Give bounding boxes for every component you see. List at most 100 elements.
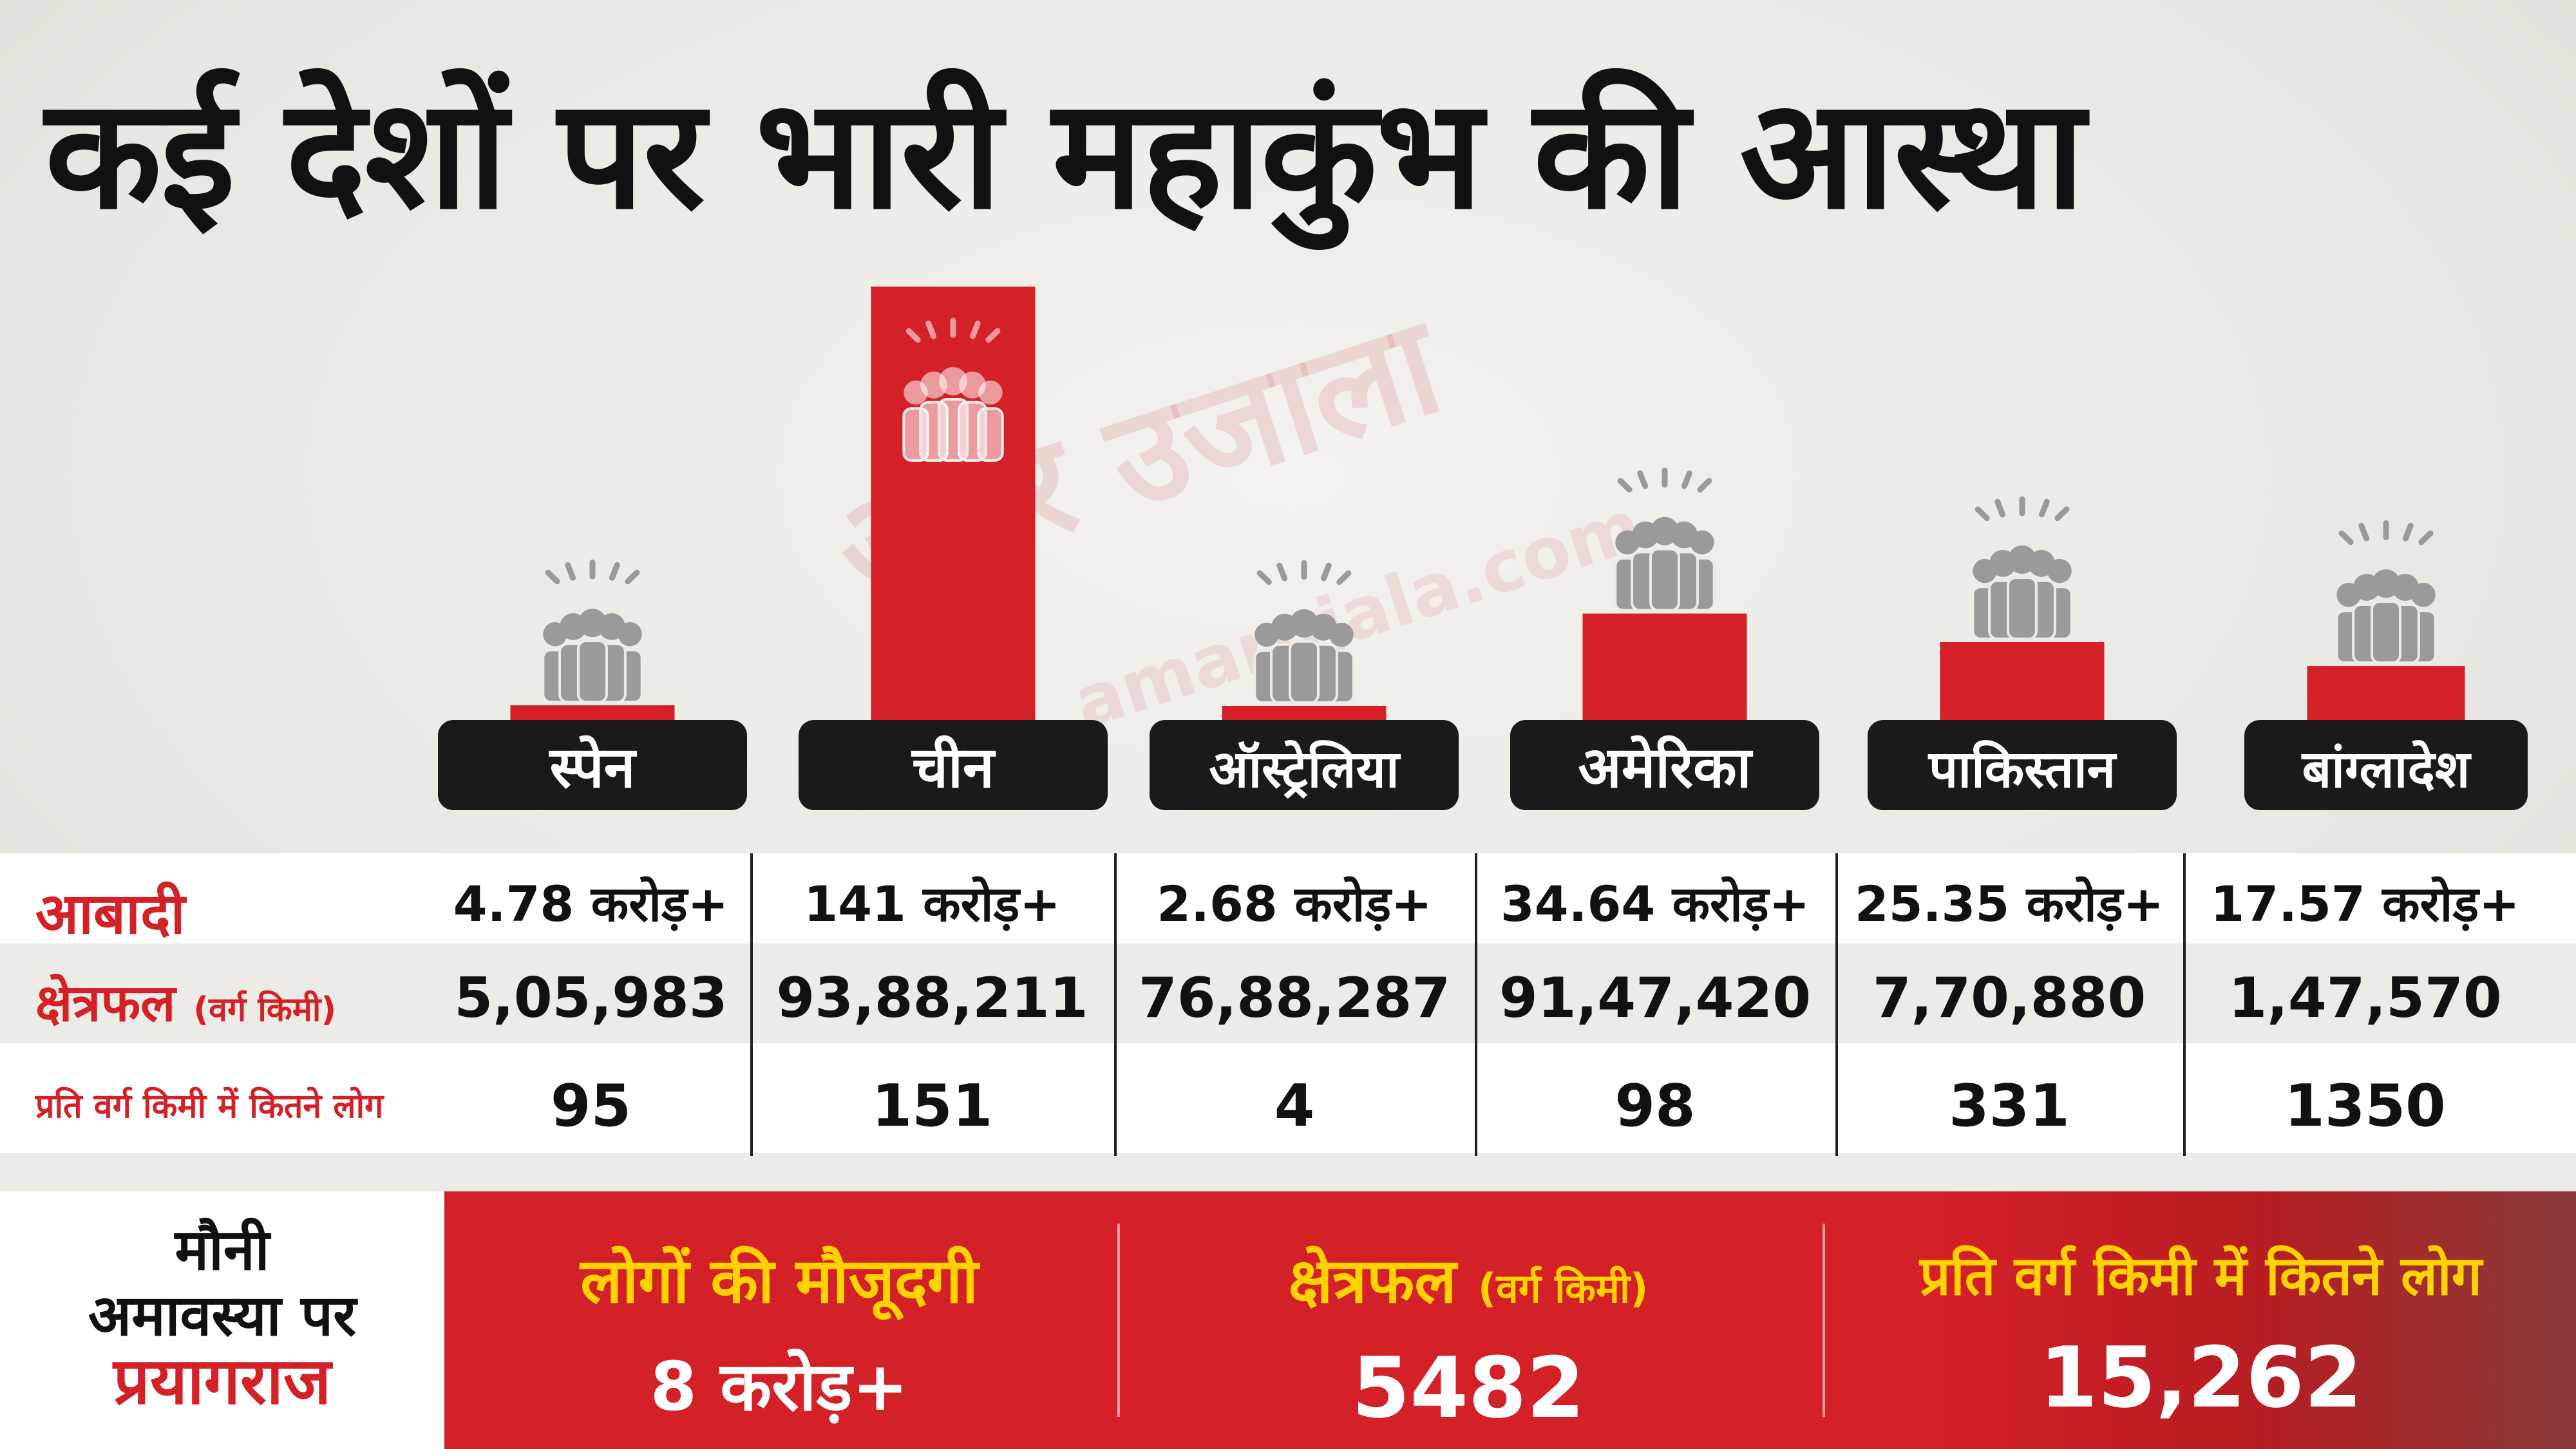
table-cell: 34.64 करोड़+ [1500,875,1810,933]
table-spacer [0,1153,2576,1191]
crowd-head [578,609,607,638]
column-divider [750,853,753,1156]
table-cell: 17.57 करोड़+ [2210,875,2520,933]
crowd-ray [985,328,1001,343]
category-label-bg-1 [799,720,1108,810]
crowd-ray [1994,498,2006,518]
crowd-ray [1681,470,1692,489]
event-line-3: प्रयागराज [113,1343,332,1419]
crowd-icon-1 [902,317,1004,462]
crowd-ray [1336,570,1352,585]
column-divider [1114,853,1117,1156]
stat-density: प्रति वर्ग किमी में कितने लोग 15,262 [1826,1191,2576,1449]
bar-5 [2307,666,2465,720]
crowd-head [939,367,967,395]
crowd-ray [565,562,576,581]
crowd-ray [1697,478,1712,493]
crowd-ray [2418,530,2434,545]
crowd-head [2008,545,2036,574]
table-cell: 98 [1615,1072,1696,1140]
table-cell: 93,88,211 [776,966,1088,1030]
stat-area-label-unit: (वर्ग किमी) [1477,1265,1649,1312]
crowd-ray [2402,522,2414,542]
crowd-ray [1276,562,1288,582]
crowd-body [577,639,608,704]
stat-area-value: 5482 [1352,1339,1585,1437]
crowd-icon-2 [1253,560,1355,704]
crowd-icon-4 [1971,496,2073,641]
row-label-area-unit: (वर्ग किमी) [193,990,337,1029]
stat-divider [1823,1224,1825,1417]
stat-density-label: प्रति वर्ग किमी में कितने लोग [1920,1244,2482,1307]
column-divider [1475,853,1477,1156]
row-label-population: आबादी [35,880,185,947]
category-label-0: स्पेन [548,734,637,800]
table-cell: 141 करोड़+ [804,875,1061,933]
table-cell: 331 [1949,1072,2070,1140]
bar-1 [871,287,1036,720]
stat-attendance-label: लोगों की मौजूदगी [580,1245,978,1317]
page-title: कई देशों पर भारी महाकुंभ की आस्था [45,66,2085,243]
category-label-bg-2 [1150,720,1459,810]
table-cell: 4.78 करोड़+ [453,875,729,933]
row-label-density: प्रति वर्ग किमी में कितने लोग [35,1087,384,1126]
table-cell: 25.35 करोड़+ [1854,875,2164,933]
category-label-4: पाकिस्तान [1927,739,2117,799]
category-label-bg-0 [438,720,747,810]
table-row-density [0,1043,2576,1153]
stats-panel: लोगों की मौजूदगी 8 करोड़+ क्षेत्रफल (वर्… [444,1191,2576,1449]
stat-area: क्षेत्रफल (वर्ग किमी) 5482 [1121,1191,1816,1449]
crowd-icon-0 [542,559,643,704]
crowd-ray [1975,506,1990,522]
category-label-bg-5 [2244,720,2528,810]
event-label: मौनी अमावस्या पर प्रयागराज [0,1191,444,1449]
crowd-ray [625,569,640,585]
table-cell: 76,88,287 [1138,966,1451,1030]
crowd-head [1290,609,1318,638]
crowd-ray [2338,530,2354,545]
crowd-ray [969,320,981,339]
bar-2 [1222,706,1387,720]
stat-area-label: क्षेत्रफल (वर्ग किमी) [1121,1236,1816,1321]
row-label-area-text: क्षेत्रफल [35,973,176,1033]
event-line-1: मौनी [175,1217,270,1283]
crowd-body [2371,600,2401,665]
column-divider [2183,853,2186,1156]
crowd-ray [2038,498,2050,518]
crowd-ray [925,320,937,339]
crowd-head [2372,569,2400,598]
crowd-head [1651,516,1679,545]
category-label-5: बांग्लादेश [2301,739,2472,799]
crowd-ray [545,569,560,585]
table-cell: 2.68 करोड़+ [1157,875,1432,933]
category-label-1: चीन [911,734,996,800]
table-row-area [0,943,2576,1043]
crowd-ray [2054,506,2070,522]
crowd-body [938,398,969,462]
bar-0 [510,705,675,720]
category-label-2: ऑस्ट्रेलिया [1209,739,1401,799]
crowd-ray [1320,562,1332,582]
table-cell: 95 [550,1072,632,1140]
crowd-body [1289,640,1320,704]
bottom-banner: मौनी अमावस्या पर प्रयागराज लोगों की मौजू… [0,1191,2576,1449]
category-label-3: अमेरिका [1578,734,1753,800]
crowd-icon-5 [2335,520,2437,665]
crowd-ray [609,562,620,581]
event-line-2: अमावस्या पर [88,1282,357,1349]
table-cell: 1,47,570 [2228,966,2502,1030]
crowd-ray [1256,570,1272,585]
bar-3 [1582,613,1747,720]
stat-attendance-value: 8 करोड़+ [650,1347,909,1426]
category-label-bg-4 [1868,720,2177,810]
crowd-ray [1637,470,1649,489]
crowd-icon-3 [1614,468,1716,612]
bar-4 [1940,642,2105,720]
crowd-ray [1617,478,1633,493]
column-divider [1835,853,1838,1156]
table-cell: 7,70,880 [1872,966,2146,1030]
table-row-population [0,853,2576,943]
table-cell: 1350 [2284,1072,2446,1140]
category-label-bg-3 [1510,720,1819,810]
table-cell: 91,47,420 [1499,966,1812,1030]
